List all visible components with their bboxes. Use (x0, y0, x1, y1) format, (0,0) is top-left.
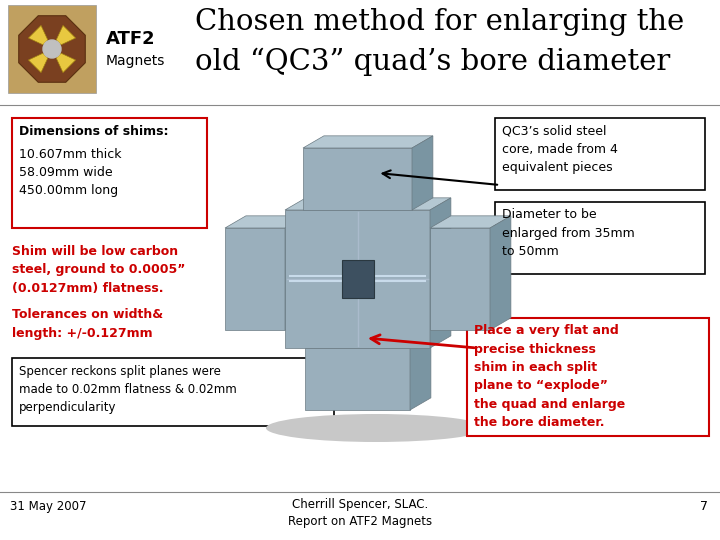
Polygon shape (430, 216, 511, 228)
Text: 7: 7 (700, 500, 708, 513)
Text: 10.607mm thick: 10.607mm thick (19, 148, 122, 161)
Polygon shape (285, 210, 430, 348)
Text: Cherrill Spencer, SLAC.
Report on ATF2 Magnets: Cherrill Spencer, SLAC. Report on ATF2 M… (288, 498, 432, 528)
Text: Spencer reckons split planes were
made to 0.02mm flatness & 0.02mm
perpendicular: Spencer reckons split planes were made t… (19, 365, 237, 414)
Polygon shape (285, 198, 451, 210)
Polygon shape (305, 348, 410, 410)
Text: 450.00mm long: 450.00mm long (19, 184, 118, 197)
Text: Dimensions of shims:: Dimensions of shims: (19, 125, 168, 138)
Text: Tolerances on width&
length: +/-0.127mm: Tolerances on width& length: +/-0.127mm (12, 308, 163, 340)
Polygon shape (305, 336, 431, 348)
Ellipse shape (266, 414, 486, 442)
Polygon shape (28, 53, 48, 72)
Text: Chosen method for enlarging the: Chosen method for enlarging the (195, 8, 684, 36)
Polygon shape (412, 136, 433, 210)
Polygon shape (285, 216, 306, 330)
Circle shape (43, 40, 61, 58)
FancyBboxPatch shape (8, 5, 96, 93)
Text: 31 May 2007: 31 May 2007 (10, 500, 86, 513)
Polygon shape (56, 25, 76, 45)
Polygon shape (303, 136, 433, 148)
Polygon shape (225, 228, 285, 330)
Polygon shape (341, 260, 374, 298)
Polygon shape (28, 25, 48, 45)
Polygon shape (225, 216, 306, 228)
Text: 58.09mm wide: 58.09mm wide (19, 166, 112, 179)
FancyBboxPatch shape (495, 118, 705, 190)
FancyBboxPatch shape (12, 118, 207, 228)
Text: Shim will be low carbon
steel, ground to 0.0005”
(0.0127mm) flatness.: Shim will be low carbon steel, ground to… (12, 245, 185, 295)
Text: Magnets: Magnets (106, 54, 166, 68)
FancyBboxPatch shape (467, 318, 709, 436)
Polygon shape (303, 148, 412, 210)
Text: QC3’s solid steel
core, made from 4
equivalent pieces: QC3’s solid steel core, made from 4 equi… (502, 124, 618, 174)
Text: ATF2: ATF2 (106, 30, 156, 48)
FancyBboxPatch shape (495, 202, 705, 274)
Polygon shape (490, 216, 511, 330)
Text: Diameter to be
enlarged from 35mm
to 50mm: Diameter to be enlarged from 35mm to 50m… (502, 208, 635, 258)
Polygon shape (410, 336, 431, 410)
Polygon shape (19, 16, 85, 82)
Text: old “QC3” quad’s bore diameter: old “QC3” quad’s bore diameter (195, 48, 670, 76)
Polygon shape (430, 198, 451, 348)
Text: Place a very flat and
precise thickness
shim in each split
plane to “explode”
th: Place a very flat and precise thickness … (474, 324, 625, 429)
Polygon shape (430, 228, 490, 330)
FancyBboxPatch shape (12, 358, 334, 426)
Polygon shape (56, 53, 76, 72)
